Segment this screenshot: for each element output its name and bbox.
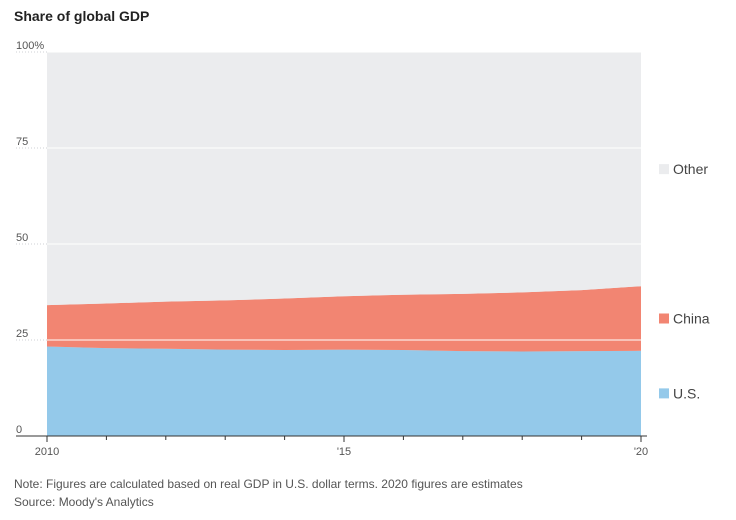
legend-layer: U.S. China Other	[659, 161, 710, 401]
x-tick-label: '15	[337, 446, 351, 458]
area-other	[47, 52, 641, 306]
footnote: Note: Figures are calculated based on re…	[14, 475, 523, 511]
note-text: Note: Figures are calculated based on re…	[14, 477, 523, 491]
x-tick-label: 2010	[35, 446, 59, 458]
area-china	[47, 286, 641, 352]
legend-swatch	[659, 388, 669, 399]
y-tick-layer: 0 25 50 75 100%	[16, 40, 44, 436]
legend-label: U.S.	[673, 385, 700, 401]
area-u-s	[47, 346, 641, 436]
x-tick-label: '20	[634, 446, 648, 458]
y-tick-label: 50	[16, 232, 28, 244]
stacked-area-chart: 0 25 50 75 100% 2010 '15 '20 U.S. China Other	[16, 40, 710, 458]
legend-swatch	[659, 313, 669, 324]
legend-label: Other	[673, 161, 708, 177]
gridline-layer	[16, 51, 647, 341]
x-axis-layer: 2010 '15 '20	[16, 435, 648, 458]
legend-label: China	[673, 310, 710, 326]
area-layer	[47, 52, 641, 436]
y-tick-label: 100%	[16, 40, 44, 52]
y-tick-label: 0	[16, 424, 22, 436]
y-tick-label: 25	[16, 328, 28, 340]
source-text: Source: Moody's Analytics	[14, 495, 154, 509]
y-tick-label: 75	[16, 136, 28, 148]
chart-title: Share of global GDP	[14, 8, 150, 24]
legend-swatch	[659, 164, 669, 175]
